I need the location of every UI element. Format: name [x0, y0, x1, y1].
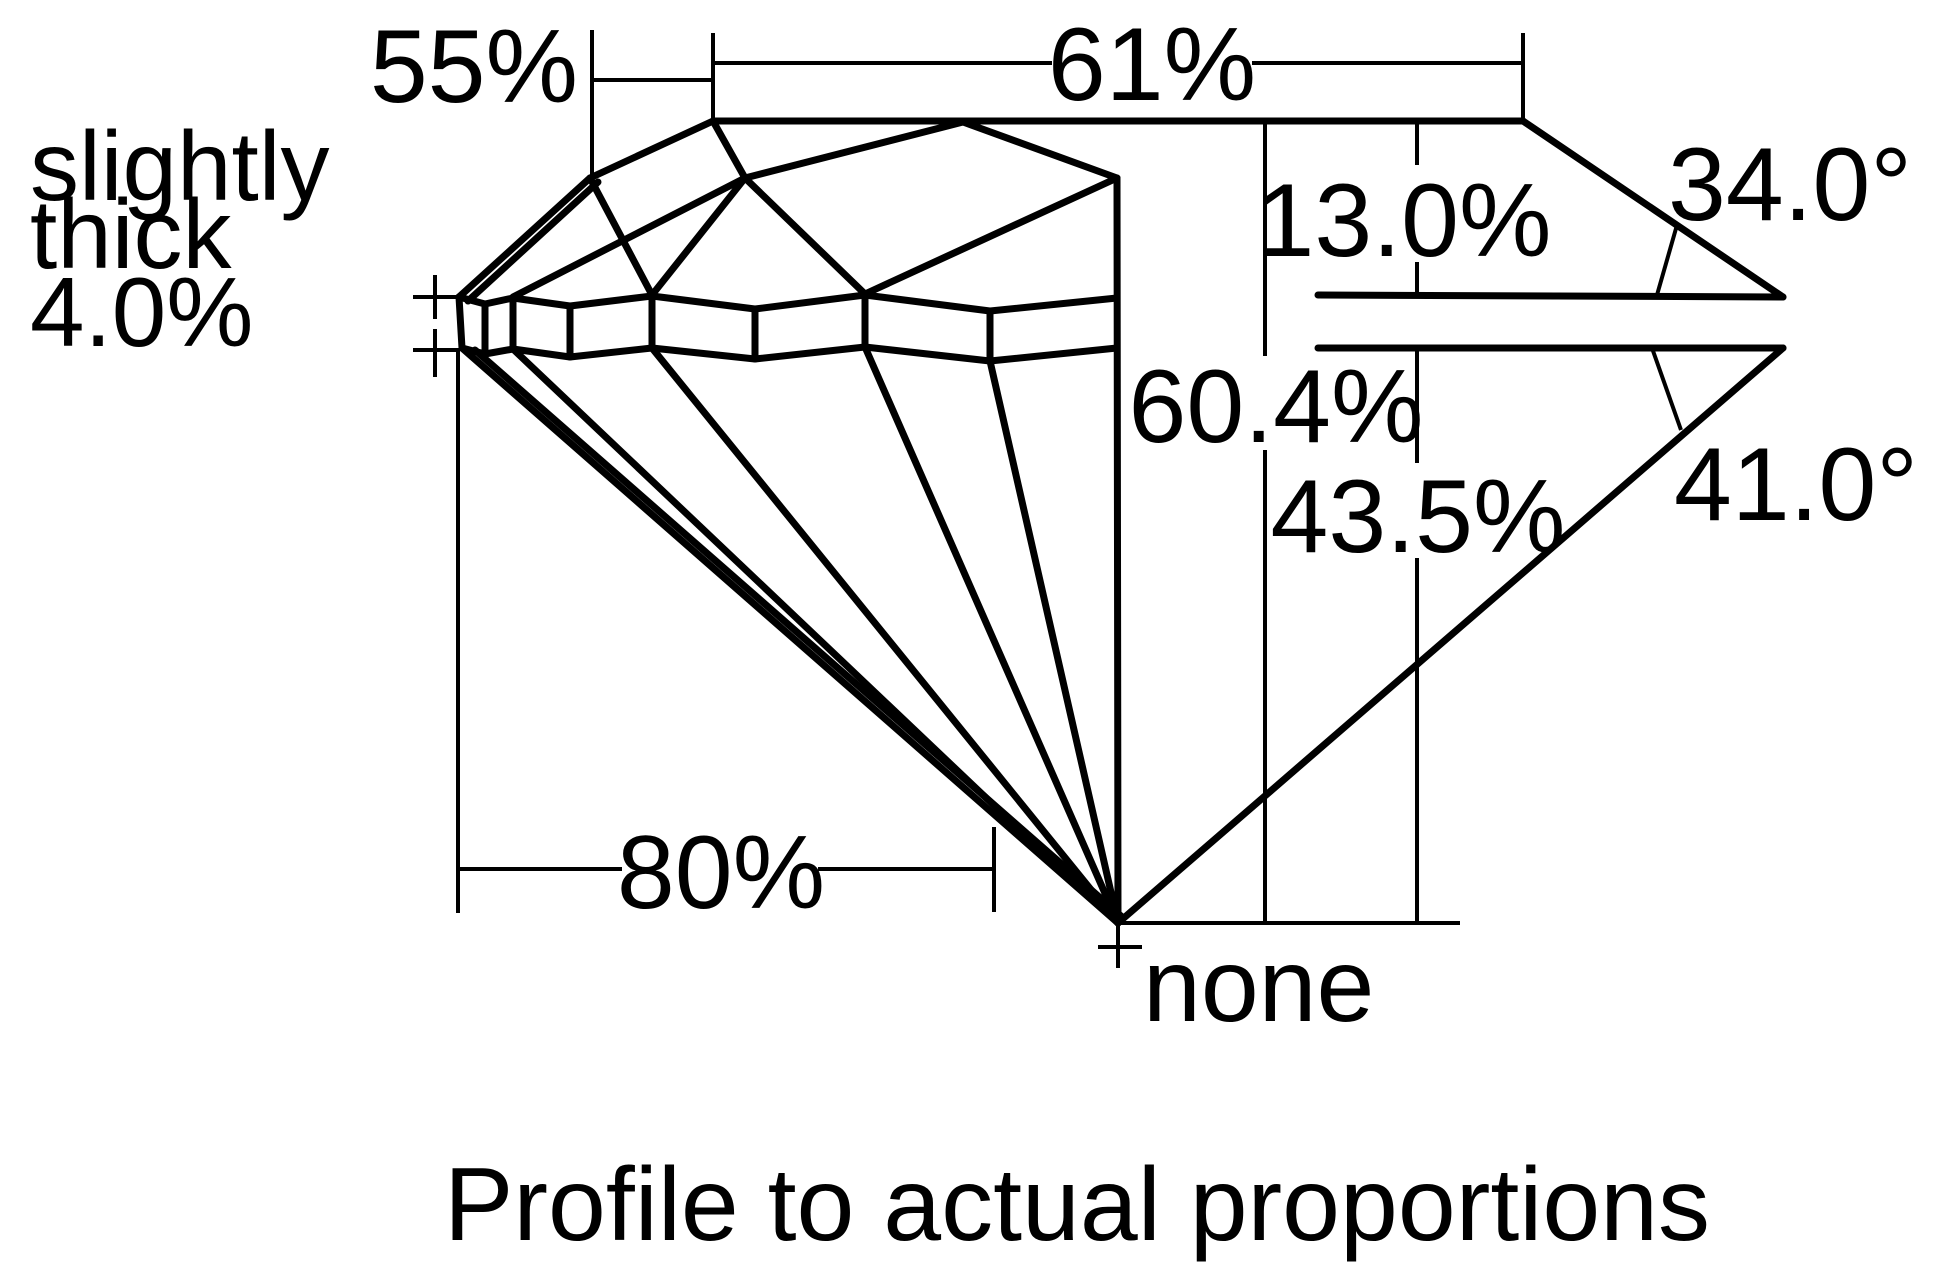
pavilion-facet-edge: [861, 343, 1122, 927]
schematic-girdle-top: [1314, 291, 1787, 301]
labels: 55% 61% 13.0% 34.0° slightly thick 4.0% …: [30, 7, 1918, 1263]
girdle-thickness-label-line2: thick: [30, 179, 233, 289]
girdle-top-line: [455, 291, 1121, 315]
kite-facet-edge: [741, 118, 967, 182]
crown-angle-arc: [1655, 224, 1679, 296]
pavilion-depth-label: 43.5%: [1271, 459, 1566, 575]
girdle-left-edge: [455, 293, 466, 352]
total-depth-label: 60.4%: [1129, 349, 1424, 465]
culet-label: none: [1143, 928, 1374, 1044]
pavilion-facet-edge: [509, 345, 1122, 927]
star-facet-edge: [586, 174, 656, 299]
bezel-facet-edge: [741, 174, 869, 298]
pavilion-facet-edge: [648, 344, 1122, 927]
schematic-pavilion-slope: [1114, 344, 1787, 927]
angle-schematic: [1114, 117, 1787, 927]
girdle-thickness-label-line3: 4.0%: [30, 257, 253, 367]
girdle-bottom-line: [458, 343, 1121, 365]
crown-silhouette-double: [464, 178, 602, 305]
dimension-lines: [413, 30, 1525, 968]
bezel-facet-edge: [709, 117, 749, 182]
upper-girdle-facet-edge: [861, 174, 1121, 298]
star-length-label: 55%: [370, 9, 578, 125]
crown-height-label: 13.0%: [1257, 163, 1552, 279]
girdle-thickness-label-line1: slightly: [30, 111, 330, 221]
pavilion-angle-arc: [1650, 347, 1683, 431]
crown-angle-label: 34.0°: [1668, 127, 1912, 243]
kite-facet-edge: [959, 118, 1121, 182]
pavilion-silhouette: [458, 344, 1122, 927]
table-size-label: 61%: [1048, 7, 1256, 123]
schematic-crown-slope: [1519, 117, 1787, 301]
figure-title: Profile to actual proportions: [444, 1147, 1710, 1263]
upper-girdle-facet-edge: [509, 174, 749, 301]
lower-half-length-label: 80%: [617, 815, 825, 931]
bezel-facet-edge: [648, 174, 749, 299]
center-axis-line: [1113, 174, 1122, 927]
pavilion-facet-edge: [986, 357, 1122, 927]
pavilion-angle-label: 41.0°: [1674, 427, 1918, 543]
diamond-profile-outline: [455, 117, 1527, 927]
